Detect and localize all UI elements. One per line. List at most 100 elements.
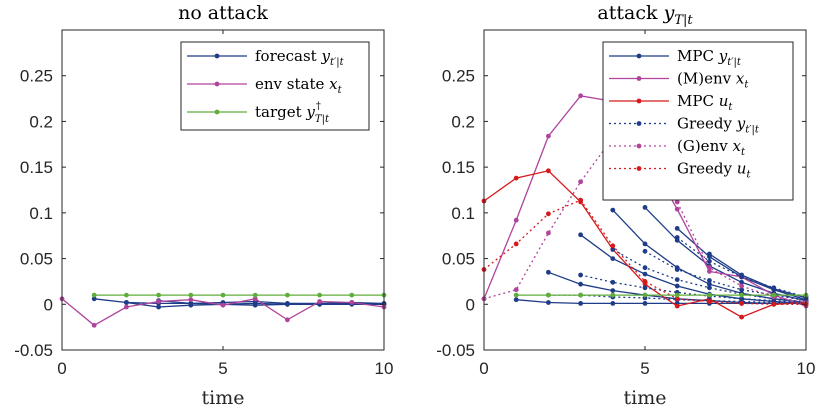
legend: forecast yt′|t env state xt target y† T|t bbox=[180, 41, 370, 131]
data-point bbox=[188, 292, 194, 298]
legend-item: Greedy ut bbox=[609, 160, 751, 181]
data-point bbox=[674, 235, 680, 240]
data-point bbox=[674, 296, 680, 302]
y-tick-label: 0.15 bbox=[442, 158, 475, 177]
data-point bbox=[610, 243, 616, 249]
data-point bbox=[156, 292, 162, 298]
data-point bbox=[513, 217, 519, 223]
data-point bbox=[252, 296, 258, 302]
series-line bbox=[644, 250, 807, 302]
legend-item: Greedy yt′|t bbox=[609, 115, 760, 136]
legend-item: target y† T|t bbox=[187, 101, 330, 125]
series-greedy-u bbox=[481, 197, 809, 307]
data-point bbox=[91, 292, 97, 298]
data-point bbox=[610, 256, 616, 261]
data-point bbox=[252, 302, 258, 308]
data-point bbox=[578, 292, 583, 298]
data-point bbox=[252, 292, 258, 298]
data-point bbox=[188, 301, 194, 306]
data-point bbox=[285, 301, 290, 307]
data-point bbox=[707, 281, 712, 287]
data-point bbox=[739, 301, 744, 306]
data-point bbox=[220, 302, 226, 308]
y-tick-label: 0 bbox=[466, 295, 475, 314]
data-point bbox=[513, 292, 519, 298]
legend-item: (G)env xt bbox=[609, 137, 746, 158]
y-tick-label: 0.05 bbox=[20, 250, 53, 269]
data-point bbox=[610, 279, 616, 285]
y-tick-label: 0 bbox=[44, 295, 53, 314]
data-point bbox=[546, 211, 551, 217]
y-tick-label: 0.05 bbox=[442, 250, 475, 269]
legend-box bbox=[602, 41, 794, 201]
data-point bbox=[578, 281, 583, 287]
data-point bbox=[610, 247, 616, 252]
legend-label: target y† T|t bbox=[255, 101, 330, 125]
data-point bbox=[739, 287, 744, 293]
series-env-state-x bbox=[59, 296, 387, 328]
data-point bbox=[674, 267, 680, 272]
data-point bbox=[578, 301, 583, 306]
chart-panel-2: attack yT|t0 5 10-0.0500.050.10.150.20.25t… bbox=[436, 2, 815, 409]
data-point bbox=[674, 277, 680, 282]
x-tick-label: 0 bbox=[479, 359, 488, 378]
series-line bbox=[158, 299, 384, 306]
y-tick-label: -0.05 bbox=[14, 341, 53, 360]
x-axis-label: time bbox=[202, 387, 245, 409]
y-tick-label: 0.25 bbox=[20, 67, 53, 86]
legend-swatch-marker bbox=[636, 53, 642, 59]
data-point bbox=[642, 265, 648, 271]
data-point bbox=[707, 299, 712, 304]
data-point bbox=[707, 278, 712, 283]
data-point bbox=[546, 269, 551, 275]
data-point bbox=[642, 292, 648, 298]
data-point bbox=[610, 288, 616, 293]
legend-swatch-marker bbox=[214, 53, 220, 59]
legend-label: env state xt bbox=[255, 75, 343, 96]
data-point bbox=[285, 292, 290, 298]
data-point bbox=[642, 285, 648, 291]
data-point bbox=[349, 300, 355, 305]
data-point bbox=[578, 232, 583, 238]
data-point bbox=[674, 283, 680, 289]
data-point bbox=[739, 296, 744, 302]
data-point bbox=[739, 292, 744, 298]
data-point bbox=[610, 207, 616, 213]
legend-swatch-marker bbox=[636, 121, 642, 126]
data-point bbox=[546, 292, 551, 298]
legend-item: MPC yt′|t bbox=[609, 47, 742, 68]
legend-label: (M)env xt bbox=[677, 70, 749, 91]
data-point bbox=[642, 301, 648, 306]
legend-box bbox=[180, 41, 370, 131]
data-point bbox=[578, 272, 583, 278]
data-point bbox=[349, 292, 355, 298]
data-point bbox=[771, 301, 777, 307]
y-tick-label: 0.1 bbox=[451, 204, 475, 223]
data-point bbox=[707, 265, 712, 271]
data-point bbox=[546, 168, 551, 174]
y-tick-label: 0.1 bbox=[29, 204, 53, 223]
data-point bbox=[156, 304, 162, 310]
data-point bbox=[739, 314, 744, 320]
legend-label: Greedy ut bbox=[677, 160, 751, 181]
data-point bbox=[513, 175, 519, 181]
data-point bbox=[674, 226, 680, 231]
data-point bbox=[156, 299, 162, 304]
data-point bbox=[707, 269, 712, 274]
data-point bbox=[642, 248, 648, 254]
legend-swatch-marker bbox=[636, 76, 642, 81]
data-point bbox=[771, 285, 777, 291]
series-target-y bbox=[91, 292, 387, 298]
series-line bbox=[580, 234, 807, 305]
legend-swatch-marker bbox=[214, 109, 220, 115]
x-tick-label: 5 bbox=[640, 359, 649, 378]
data-point bbox=[739, 279, 744, 285]
data-point bbox=[610, 301, 616, 306]
legend-label: MPC yt′|t bbox=[677, 47, 742, 68]
chart-title: attack yT|t bbox=[597, 2, 693, 28]
data-point bbox=[674, 206, 680, 212]
legend-swatch-marker bbox=[636, 143, 642, 149]
